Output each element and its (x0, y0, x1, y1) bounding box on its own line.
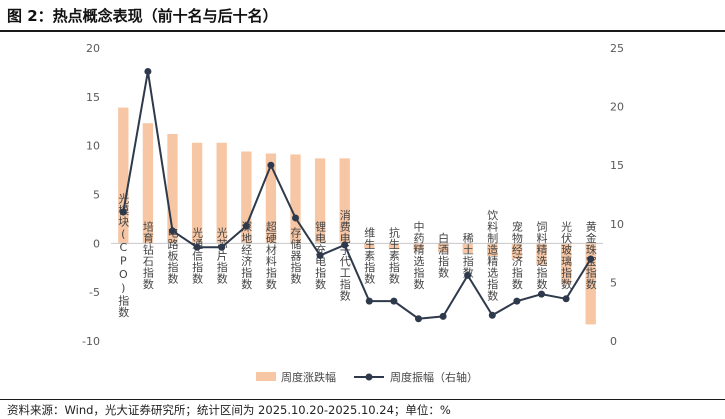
amplitude-point-2 (144, 67, 152, 75)
right-tick-label: 20 (610, 101, 624, 114)
right-tick-label: 0 (610, 335, 617, 348)
legend-swatch-marker (365, 373, 373, 381)
amplitude-point-16 (488, 311, 496, 319)
category-label: 培育钻石指数 (141, 220, 154, 291)
bar-6 (241, 151, 252, 244)
right-tick-label: 5 (610, 276, 617, 289)
left-tick-label: 10 (86, 140, 100, 153)
bar-14 (437, 243, 449, 253)
bar-4 (191, 142, 203, 244)
bar-11 (364, 243, 375, 249)
category-label: 消费电子代工指数 (338, 208, 351, 302)
category-label: 稀土指数 (461, 232, 474, 279)
line-series (119, 67, 595, 323)
amplitude-point-20 (587, 255, 595, 263)
left-tick-label: -10 (82, 335, 100, 348)
bar-20 (585, 243, 596, 325)
left-tick-label: 0 (93, 237, 100, 250)
bar-1 (118, 107, 129, 244)
left-tick-label: 15 (86, 91, 100, 104)
bar-18 (536, 243, 547, 265)
amplitude-point-15 (464, 271, 472, 279)
amplitude-point-5 (218, 243, 226, 251)
right-tick-label: 15 (610, 159, 624, 172)
amplitude-point-13 (415, 315, 422, 323)
bar-19 (560, 243, 572, 285)
legend-swatch-bar (256, 372, 276, 381)
amplitude-point-10 (341, 241, 349, 249)
source-note: 资料来源：Wind，光大证券研究所；统计区间为 2025.10.20-2025.… (7, 403, 451, 417)
amplitude-point-11 (365, 297, 373, 305)
amplitude-point-1 (119, 208, 127, 216)
amplitude-point-4 (193, 243, 201, 251)
bar-7 (265, 153, 277, 244)
amplitude-point-14 (439, 312, 447, 320)
category-label: 饲料精选指数 (535, 221, 548, 291)
bar-5 (216, 142, 227, 244)
legend: 周度涨跌幅 周度振幅（右轴） (256, 370, 478, 384)
chart-title: 图 2：热点概念表现（前十名与后十名） (7, 7, 278, 25)
legend-label-bar: 周度涨跌幅 (281, 370, 336, 384)
bar-13 (413, 243, 424, 251)
category-labels: 光模块(CPO)指数 培育钻石指数 电路板指数 光通信指数 光芯片指数 深地经济指数 超硬材… (117, 192, 597, 319)
category-label: 光模块(CPO)指数 (117, 192, 130, 319)
amplitude-line (122, 71, 592, 320)
amplitude-point-12 (390, 297, 398, 305)
bar-9 (314, 158, 326, 244)
amplitude-point-6 (242, 222, 250, 230)
bar-15 (462, 243, 473, 254)
left-tick-label: 5 (93, 189, 100, 202)
bar-2 (142, 123, 154, 244)
title-rule (0, 30, 725, 32)
category-label: 饮料制造精选指数 (486, 209, 499, 302)
legend-label-line: 周度振幅（右轴） (390, 370, 478, 384)
left-axis: -10 -5 0 5 10 15 20 (82, 42, 100, 348)
footer-rule (0, 399, 725, 400)
category-label: 光通信指数 (191, 225, 204, 284)
amplitude-point-7 (267, 161, 275, 169)
category-label: 电路板指数 (166, 226, 179, 284)
category-label: 超硬材料指数 (264, 220, 277, 291)
category-label: 白酒指数 (437, 231, 450, 279)
category-label: 中药精选指数 (412, 221, 425, 291)
category-label: 黄金珠宝指数 (584, 220, 597, 291)
category-label: 存储器指数 (289, 225, 302, 284)
category-label: 深地经济指数 (240, 221, 253, 291)
right-axis: 0 5 10 15 20 25 (610, 42, 624, 348)
bar-12 (388, 243, 400, 250)
amplitude-point-8 (292, 214, 299, 222)
bar-series (118, 107, 596, 325)
amplitude-point-3 (169, 227, 176, 235)
bar-10 (339, 158, 350, 244)
bar-17 (511, 243, 523, 259)
category-label: 抗生素指数 (387, 225, 400, 284)
bar-3 (167, 133, 178, 244)
left-tick-label: 20 (86, 42, 100, 55)
amplitude-point-19 (562, 295, 570, 303)
category-label: 宠物经济指数 (510, 220, 523, 291)
left-tick-label: -5 (89, 286, 100, 299)
category-label: 维生素指数 (363, 226, 376, 284)
right-tick-label: 25 (610, 42, 624, 55)
category-label: 光芯片指数 (215, 225, 228, 284)
bar-8 (290, 154, 301, 244)
combo-chart: -10 -5 0 5 10 15 20 0 5 10 15 20 25 光模块(CPO)指数 培育钻石指… (82, 42, 624, 384)
amplitude-point-18 (538, 290, 545, 298)
amplitude-point-17 (513, 297, 521, 305)
category-label: 光伏玻璃指数 (560, 220, 573, 291)
right-tick-label: 10 (610, 218, 624, 231)
amplitude-point-9 (316, 251, 324, 259)
bar-16 (487, 243, 498, 257)
